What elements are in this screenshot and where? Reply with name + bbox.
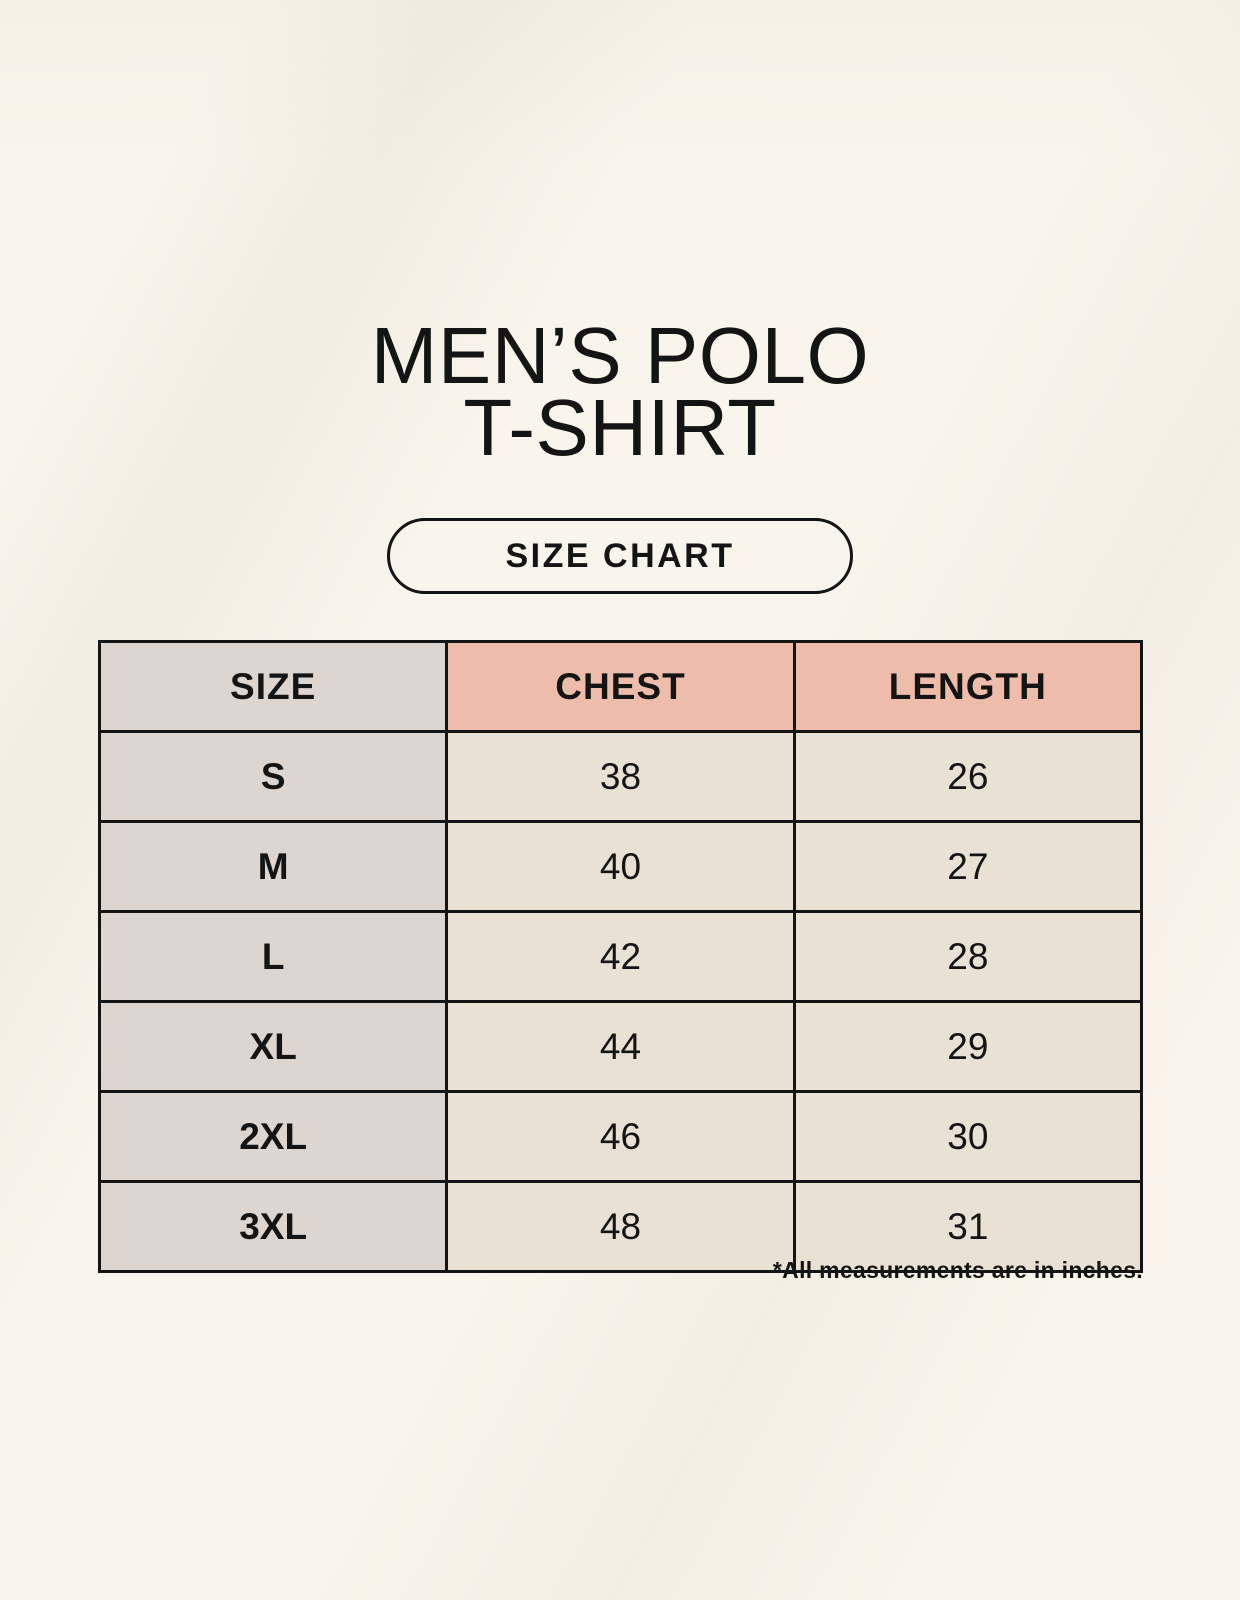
- size-table-header: SIZE CHEST LENGTH: [97, 640, 1144, 733]
- length-value-xl: 29: [792, 1000, 1144, 1093]
- page-title-line-1: MEN’S POLO: [370, 311, 870, 400]
- measurements-footnote: *All measurements are in inches.: [772, 1257, 1143, 1283]
- page-title: MEN’S POLO T-SHIRT: [0, 316, 1240, 468]
- table-row-3xl: 3XL 48 31: [97, 1180, 1144, 1273]
- size-table-body: S 38 26 M 40 27 L 42 28 XL 44 29 2XL 46: [97, 730, 1144, 1273]
- size-chart-button[interactable]: SIZE CHART: [387, 518, 853, 594]
- size-table: SIZE CHEST LENGTH S 38 26 M 40 27 L 42 2…: [97, 640, 1144, 1273]
- column-header-size: SIZE: [97, 640, 449, 733]
- table-row-m: M 40 27: [97, 820, 1144, 913]
- table-row-xl: XL 44 29: [97, 1000, 1144, 1093]
- table-row-s: S 38 26: [97, 730, 1144, 823]
- size-label-m: M: [97, 820, 449, 913]
- size-chart-button-label: SIZE CHART: [505, 536, 735, 575]
- size-label-l: L: [97, 910, 449, 1003]
- length-value-2xl: 30: [792, 1090, 1144, 1183]
- length-value-m: 27: [792, 820, 1144, 913]
- length-value-3xl: 31: [792, 1180, 1144, 1273]
- table-row-l: L 42 28: [97, 910, 1144, 1003]
- size-label-3xl: 3XL: [97, 1180, 449, 1273]
- header-row: SIZE CHEST LENGTH: [97, 640, 1144, 733]
- chest-value-s: 38: [445, 730, 796, 823]
- size-label-xl: XL: [97, 1000, 449, 1093]
- chest-value-2xl: 46: [445, 1090, 796, 1183]
- chest-value-l: 42: [445, 910, 796, 1003]
- page-title-line-2: T-SHIRT: [463, 383, 777, 472]
- chest-value-m: 40: [445, 820, 796, 913]
- size-label-s: S: [97, 730, 449, 823]
- table-row-2xl: 2XL 46 30: [97, 1090, 1144, 1183]
- length-value-l: 28: [792, 910, 1144, 1003]
- chest-value-3xl: 48: [445, 1180, 796, 1273]
- chest-value-xl: 44: [445, 1000, 796, 1093]
- size-label-2xl: 2XL: [97, 1090, 449, 1183]
- column-header-length: LENGTH: [792, 640, 1144, 733]
- column-header-chest: CHEST: [445, 640, 796, 733]
- length-value-s: 26: [792, 730, 1144, 823]
